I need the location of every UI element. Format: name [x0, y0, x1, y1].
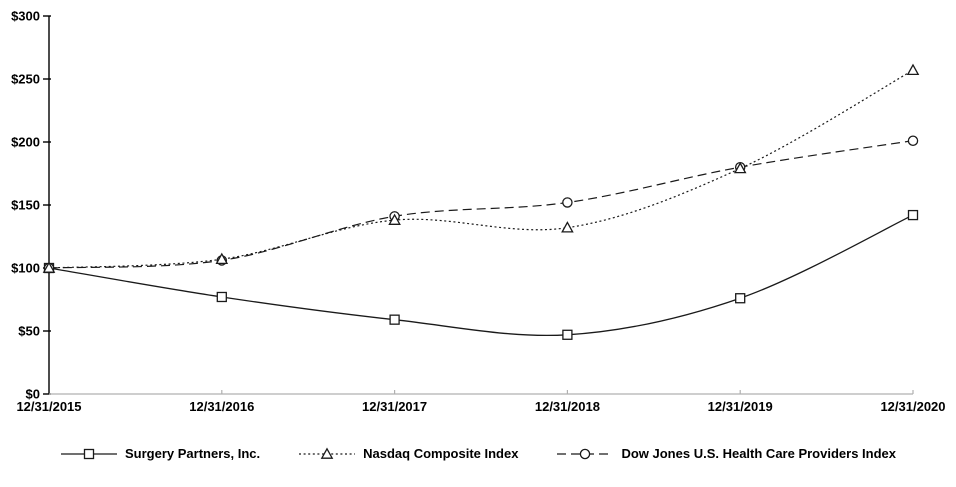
- y-axis-tick-label: $0: [26, 387, 40, 402]
- y-axis-tick-label: $100: [11, 261, 40, 276]
- marker-square-surgery-partners-inc: [216, 291, 227, 303]
- y-axis-tick-label: $150: [11, 198, 40, 213]
- marker-triangle-nasdaq-composite-index: [215, 252, 229, 265]
- y-axis-tick-label: $200: [11, 135, 40, 150]
- performance-line-chart: $0 $50 $100 $150 $200 $250 $300 12/31/2015 12/31…: [11, 9, 945, 415]
- marker-square-surgery-partners-inc: [389, 314, 400, 325]
- y-axis-tick-label: $50: [18, 324, 40, 339]
- series-line-dow-jones-u-s-health-care-providers-index: [48, 140, 914, 269]
- chart-legend: Surgery Partners, Inc. Nasdaq Composite I…: [0, 446, 956, 461]
- y-axis-tick-label: $250: [11, 72, 40, 87]
- legend-circle-marker-icon: [557, 448, 614, 459]
- x-axis-tick-label: 12/31/2020: [880, 399, 945, 414]
- x-axis-tick-label: 12/31/2015: [16, 399, 81, 414]
- legend-label: Dow Jones U.S. Health Care Providers Ind…: [621, 446, 896, 461]
- x-axis-tick-label: 12/31/2018: [535, 399, 600, 414]
- marker-triangle-nasdaq-composite-index: [906, 63, 920, 76]
- marker-circle-dow-jones-u-s-health-care-providers-index: [907, 135, 919, 146]
- legend-label: Surgery Partners, Inc.: [125, 446, 261, 461]
- marker-triangle-nasdaq-composite-index: [42, 261, 56, 273]
- x-axis-tick-label: 12/31/2016: [189, 399, 254, 414]
- series-line-nasdaq-composite-index: [48, 69, 914, 269]
- y-axis-tick-label: $300: [11, 9, 40, 24]
- legend-item-dow-jones-u-s-health-care-providers-index: Dow Jones U.S. Health Care Providers Ind…: [556, 446, 896, 461]
- marker-square-surgery-partners-inc: [562, 329, 573, 340]
- legend-label: Nasdaq Composite Index: [363, 446, 519, 461]
- legend-square-marker-icon: [61, 448, 118, 459]
- marker-square-surgery-partners-inc: [735, 293, 746, 304]
- x-axis-tick-label: 12/31/2019: [708, 399, 773, 414]
- legend-triangle-marker-icon: [299, 446, 356, 459]
- marker-circle-dow-jones-u-s-health-care-providers-index: [562, 197, 573, 208]
- marker-triangle-nasdaq-composite-index: [561, 221, 574, 233]
- series-line-surgery-partners-inc: [48, 214, 914, 337]
- marker-triangle-nasdaq-composite-index: [733, 161, 747, 174]
- marker-square-surgery-partners-inc: [907, 209, 919, 221]
- legend-item-surgery-partners-inc: Surgery Partners, Inc.: [60, 446, 260, 461]
- marker-triangle-nasdaq-composite-index: [388, 213, 401, 225]
- legend-item-nasdaq-composite-index: Nasdaq Composite Index: [298, 446, 518, 461]
- x-axis-tick-label: 12/31/2017: [362, 399, 427, 414]
